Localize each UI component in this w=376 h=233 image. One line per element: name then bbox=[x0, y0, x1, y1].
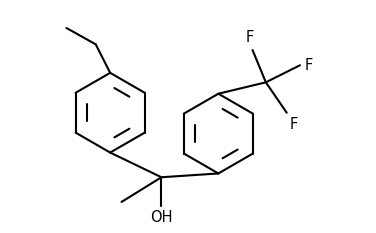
Text: OH: OH bbox=[150, 209, 173, 225]
Text: F: F bbox=[290, 117, 298, 132]
Text: F: F bbox=[305, 58, 313, 73]
Text: F: F bbox=[246, 31, 254, 45]
